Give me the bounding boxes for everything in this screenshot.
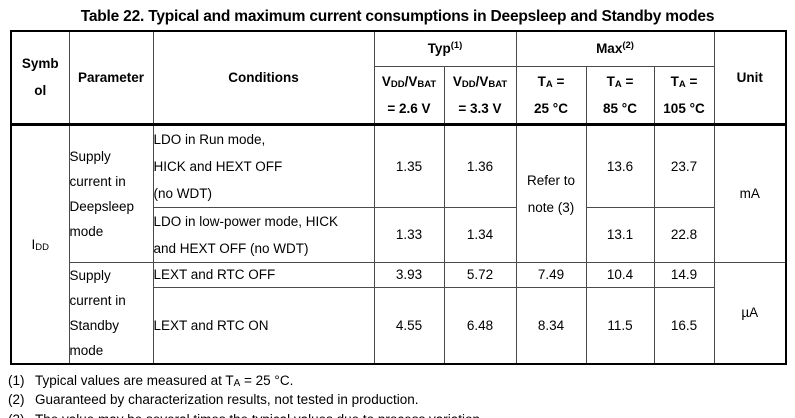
- footnote-text: Typical values are measured at TA = 25 °…: [35, 372, 294, 389]
- col-header-conditions: Conditions: [152, 30, 375, 126]
- table-row: IDD Supply current in Deepsleep mode LDO…: [10, 123, 787, 364]
- current-consumption-table: Symb ol Parameter Conditions Typ(1) Max(…: [10, 30, 788, 365]
- condition-lext-rtc-on: LEXT and RTC ON: [152, 286, 375, 365]
- refer-note-cell: Refer to note (3): [515, 123, 587, 263]
- unit-standby: µA: [713, 261, 787, 364]
- ta-105-value: 105 °C: [663, 100, 705, 116]
- col-header-vdd-2v6: VDD/VBAT = 2.6 V: [373, 65, 445, 126]
- col-header-typ: Typ(1): [373, 30, 517, 67]
- ta-85-value: 85 °C: [603, 100, 637, 116]
- value-typ33-row2: 1.34: [443, 206, 517, 263]
- col-header-max: Max(2): [515, 30, 715, 67]
- value-typ33-row4: 6.48: [443, 286, 517, 365]
- parameter-standby: Supply current in Standby mode: [68, 261, 154, 364]
- value-typ26-row3: 3.93: [373, 261, 445, 288]
- value-typ26-row2: 1.33: [373, 206, 445, 263]
- value-typ26-row1: 1.35: [373, 123, 445, 208]
- ta-label: TA =: [537, 73, 565, 90]
- footnote-text: The value may be several times the typic…: [35, 410, 484, 418]
- table-row: LEXT and RTC ON 4.55 6.48 8.34 11.5 16.5: [11, 286, 786, 365]
- max-label: Max: [596, 41, 623, 57]
- ta-25-value: 25 °C: [534, 100, 568, 116]
- parameter-deepsleep: Supply current in Deepsleep mode: [68, 123, 154, 263]
- footnotes: (1) Typical values are measured at TA = …: [8, 371, 795, 418]
- footnote-text: Guaranteed by characterization results, …: [35, 392, 419, 407]
- vdd-2v6-value: = 2.6 V: [387, 100, 431, 116]
- value-max85-row4: 11.5: [585, 286, 655, 365]
- value-max105-row3: 14.9: [653, 261, 715, 288]
- footnote-1: (1) Typical values are measured at TA = …: [8, 371, 795, 391]
- header-row-top: Symb ol Parameter Conditions Typ(1) Max(…: [10, 30, 787, 126]
- vdd-vbat-label: VDD/VBAT: [381, 73, 437, 90]
- value-max85-row3: 10.4: [585, 261, 655, 288]
- vdd-vbat-label: VDD/VBAT: [452, 73, 508, 90]
- value-typ26-row4: 4.55: [373, 286, 445, 365]
- value-max85-row2: 13.1: [585, 206, 655, 263]
- ta-label: TA =: [606, 73, 634, 90]
- value-max25-row3: 7.49: [515, 261, 587, 288]
- footnote-3: (3) The value may be several times the t…: [8, 410, 795, 418]
- value-max105-row1: 23.7: [653, 123, 715, 208]
- typ-label: Typ: [427, 41, 451, 57]
- value-max105-row2: 22.8: [653, 206, 715, 263]
- condition-lext-rtc-off: LEXT and RTC OFF: [152, 261, 375, 288]
- value-max25-row4: 8.34: [515, 286, 587, 365]
- header-row-sub: VDD/VBAT = 2.6 V VDD/VBAT = 3.3 V TA = 2…: [11, 65, 786, 126]
- col-header-ta-105: TA = 105 °C: [653, 65, 715, 126]
- footnote-number: (3): [8, 410, 35, 418]
- typ-footnote-ref: (1): [450, 40, 463, 52]
- max-footnote-ref: (2): [622, 40, 634, 52]
- value-typ33-row1: 1.36: [443, 123, 517, 208]
- table-title: Table 22. Typical and maximum current co…: [80, 8, 715, 25]
- symbol-idd: IDD: [10, 123, 70, 364]
- col-header-ta-25: TA = 25 °C: [515, 65, 587, 126]
- col-header-ta-85: TA = 85 °C: [585, 65, 655, 126]
- unit-deepsleep: mA: [713, 123, 787, 263]
- footnote-number: (1): [8, 372, 25, 388]
- value-typ33-row3: 5.72: [443, 261, 517, 288]
- footnote-number: (2): [8, 392, 25, 407]
- value-max85-row1: 13.6: [585, 123, 655, 208]
- vdd-3v3-value: = 3.3 V: [458, 100, 502, 116]
- col-header-symbol: Symb ol: [10, 30, 70, 126]
- condition-ldo-lowpower: LDO in low-power mode, HICK and HEXT OFF…: [152, 206, 375, 263]
- condition-ldo-run: LDO in Run mode, HICK and HEXT OFF (no W…: [152, 123, 375, 208]
- footnote-2: (2) Guaranteed by characterization resul…: [8, 390, 795, 410]
- col-header-vdd-3v3: VDD/VBAT = 3.3 V: [443, 65, 517, 126]
- ta-label: TA =: [670, 73, 698, 90]
- table-row: Supply current in Standby mode LEXT and …: [11, 261, 787, 364]
- col-header-unit: Unit: [713, 30, 787, 126]
- table-row: LDO in low-power mode, HICK and HEXT OFF…: [11, 206, 786, 263]
- col-header-parameter: Parameter: [68, 30, 154, 126]
- value-max105-row4: 16.5: [653, 286, 715, 365]
